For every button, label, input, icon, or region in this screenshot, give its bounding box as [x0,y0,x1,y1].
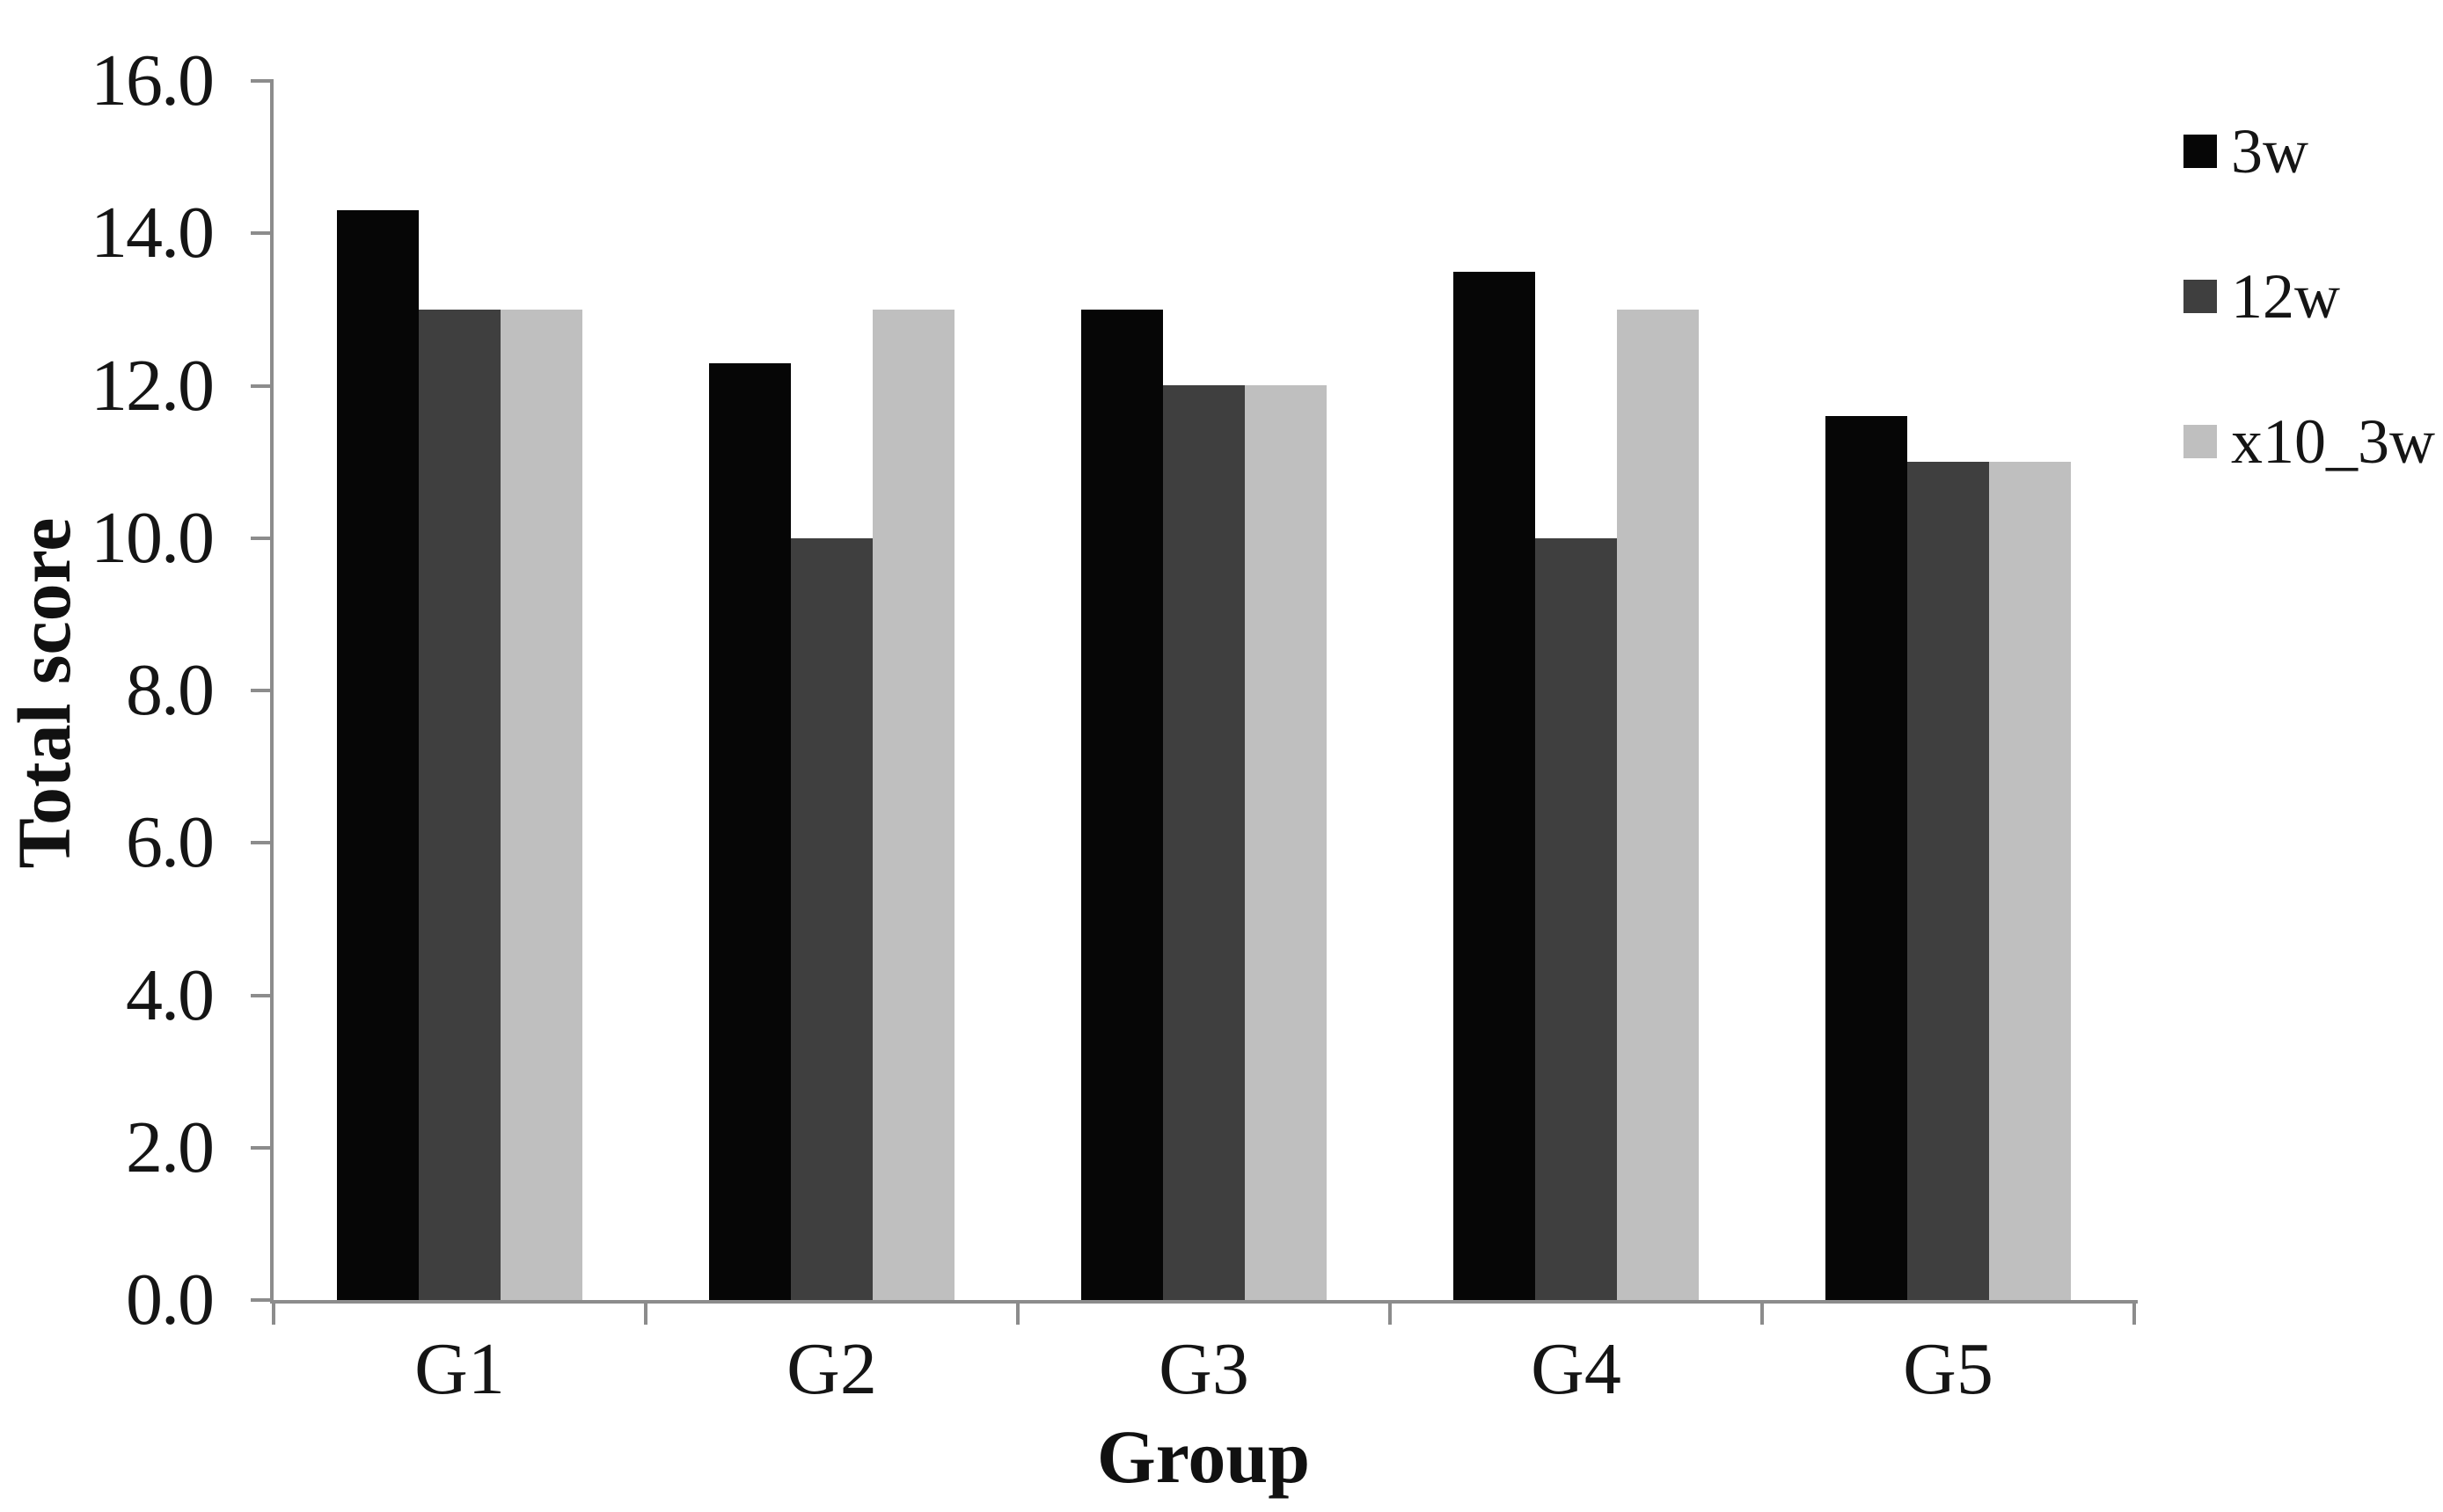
legend-label: x10_3w [2231,406,2435,477]
y-tick [251,841,274,844]
legend: 3w 12w x10_3w [2183,116,2435,551]
x-tick [1388,1304,1392,1325]
legend-swatch-x10_3w [2183,425,2217,458]
legend-item-3w: 3w [2183,116,2435,186]
bar-12w-G2 [791,538,873,1300]
y-tick [251,1146,274,1150]
legend-item-12w: 12w [2183,261,2435,332]
bar-x10_3w-G3 [1245,385,1327,1300]
y-tick-label: 0.0 [126,1259,215,1340]
y-tick-label: 16.0 [91,40,215,121]
x-axis-title: Group [1096,1414,1311,1499]
bar-group-G2 [646,81,1018,1300]
x-tick [2132,1304,2136,1325]
x-axis-line [270,1300,2138,1304]
y-tick-label: 6.0 [126,801,215,883]
y-tick-label: 4.0 [126,954,215,1036]
y-tick-label: 14.0 [91,192,215,274]
y-tick [251,537,274,540]
bar-12w-G1 [419,310,501,1300]
bar-3w-G1 [337,210,419,1300]
x-tick [1760,1304,1764,1325]
y-tick [251,79,274,83]
y-tick [251,689,274,692]
y-tick-label: 10.0 [91,497,215,579]
y-tick [251,384,274,388]
bar-3w-G3 [1081,310,1163,1300]
bar-x10_3w-G2 [873,310,955,1300]
bar-3w-G5 [1825,416,1907,1300]
x-category-label-G3: G3 [1159,1328,1249,1410]
bar-12w-G5 [1907,462,1989,1300]
x-category-label-G2: G2 [786,1328,877,1410]
x-tick [1016,1304,1020,1325]
y-tick-label: 12.0 [91,345,215,427]
bar-12w-G3 [1163,385,1245,1300]
y-tick [251,231,274,235]
y-tick-label: 8.0 [126,649,215,731]
bar-x10_3w-G1 [501,310,582,1300]
legend-label: 3w [2231,116,2308,186]
x-tick [644,1304,647,1325]
legend-swatch-3w [2183,135,2217,168]
bar-x10_3w-G4 [1617,310,1699,1300]
legend-item-x10_3w: x10_3w [2183,406,2435,477]
bar-group-G5 [1762,81,2134,1300]
bar-12w-G4 [1535,538,1617,1300]
bar-group-G4 [1390,81,1762,1300]
legend-label: 12w [2231,261,2340,332]
y-tick-label: 2.0 [126,1107,215,1188]
bar-group-G3 [1018,81,1390,1300]
bar-x10_3w-G5 [1989,462,2071,1300]
x-tick [272,1304,275,1325]
y-tick [251,994,274,997]
x-category-label-G5: G5 [1903,1328,1993,1410]
y-axis-title: Total score [2,517,86,869]
legend-swatch-12w [2183,280,2217,313]
x-category-label-G1: G1 [414,1328,505,1410]
y-tick [251,1298,274,1302]
bar-group-G1 [274,81,646,1300]
x-category-label-G4: G4 [1531,1328,1621,1410]
bar-3w-G2 [709,363,791,1300]
bar-3w-G4 [1453,272,1535,1300]
